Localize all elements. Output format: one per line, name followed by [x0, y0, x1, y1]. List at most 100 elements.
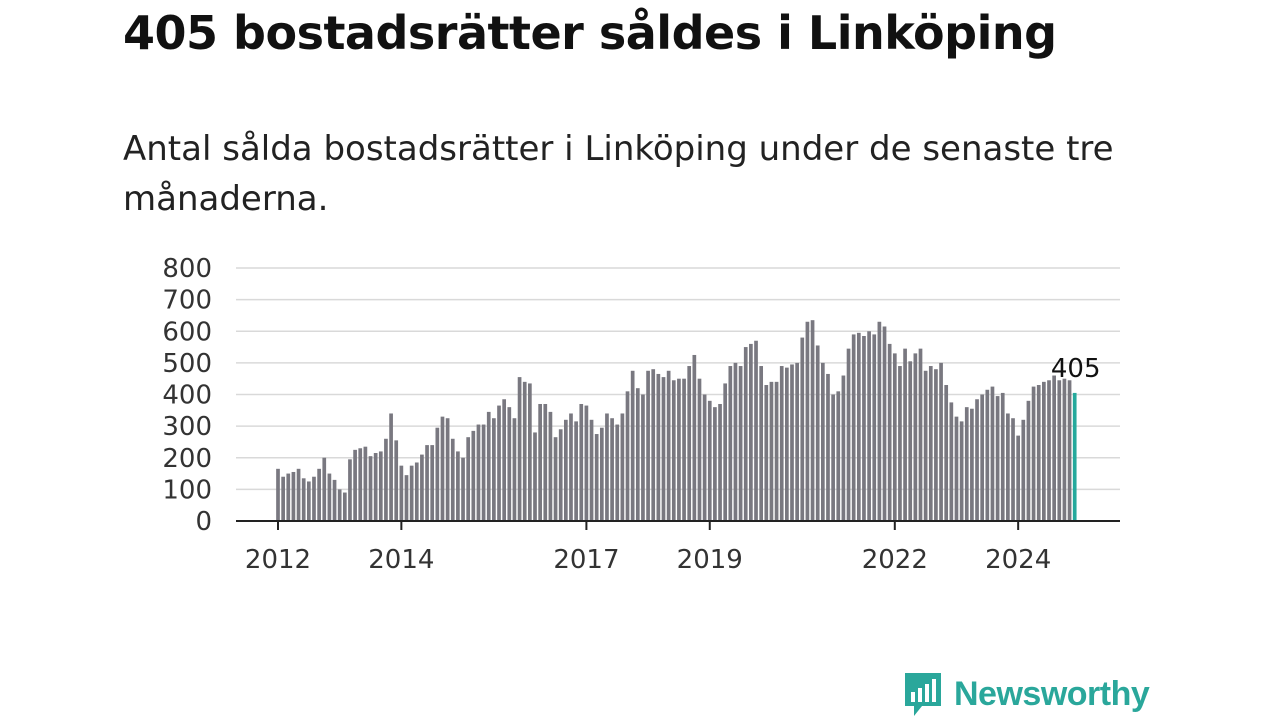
bar [317, 468, 321, 521]
bar [918, 348, 923, 521]
bar [692, 354, 697, 521]
bar [558, 429, 563, 521]
bar [286, 473, 291, 521]
bar [892, 353, 897, 521]
bar [1057, 380, 1062, 521]
bar [358, 448, 363, 521]
bar [1016, 435, 1021, 521]
bar [836, 391, 841, 521]
bar [790, 364, 794, 521]
bar [779, 366, 784, 521]
bar [342, 492, 347, 521]
bar [1031, 386, 1036, 521]
bar-latest [1072, 392, 1077, 521]
bar [533, 432, 537, 521]
bar [543, 403, 548, 521]
bar [666, 370, 671, 521]
bar [1011, 418, 1015, 521]
bar [882, 326, 887, 521]
bar [445, 418, 450, 521]
bar [964, 407, 969, 521]
bar [574, 421, 578, 521]
bar [728, 366, 733, 521]
bar [497, 405, 501, 521]
bar [764, 385, 769, 521]
bar [661, 377, 666, 521]
bar [651, 369, 656, 521]
bar [995, 396, 1000, 521]
bar [548, 411, 553, 521]
x-tick-label: 2024 [985, 545, 1051, 575]
bar [466, 437, 471, 521]
bar [856, 332, 861, 521]
bar [944, 385, 949, 521]
bar [718, 403, 722, 521]
y-tick-label: 500 [162, 349, 212, 379]
bar [605, 413, 609, 521]
bar [1052, 375, 1056, 521]
bar [826, 373, 830, 521]
bar [579, 403, 584, 521]
bar [502, 399, 507, 521]
bar [939, 362, 943, 521]
bar [420, 454, 424, 521]
bar [425, 445, 429, 521]
bar [877, 321, 882, 521]
bar [923, 370, 928, 521]
chart-title: 405 bostadsrätter såldes i Linköping [123, 6, 1057, 60]
bar [512, 418, 517, 521]
bar [872, 334, 877, 521]
bar [841, 375, 846, 521]
bar [363, 446, 368, 521]
bar [404, 475, 409, 521]
bar [671, 380, 676, 521]
bar [749, 343, 753, 521]
bar [738, 366, 743, 521]
bar [348, 459, 352, 521]
bar [1047, 380, 1051, 521]
bar [913, 353, 918, 521]
bar [713, 407, 717, 521]
bar [599, 427, 604, 521]
bar [630, 370, 635, 521]
bar [281, 476, 285, 521]
bar [589, 419, 594, 521]
bar [306, 481, 311, 521]
bar [569, 413, 573, 521]
bar [815, 345, 820, 521]
bar [820, 362, 825, 521]
x-tick-label: 2014 [368, 545, 434, 575]
bar [430, 445, 435, 521]
bar [707, 400, 712, 521]
bar [805, 321, 810, 521]
bar [414, 462, 419, 521]
bar [831, 394, 835, 521]
bar [810, 320, 815, 521]
bar [553, 437, 558, 521]
bar [517, 377, 522, 521]
bar [435, 427, 440, 521]
bar [723, 383, 728, 521]
bar [620, 413, 625, 521]
bar [389, 413, 393, 521]
bar [538, 403, 542, 521]
bar [409, 465, 414, 521]
bar [301, 478, 306, 521]
bar [800, 337, 805, 521]
bar [291, 471, 296, 521]
bar [702, 394, 707, 521]
bar [337, 489, 342, 521]
x-tick-label: 2022 [862, 545, 928, 575]
bar [322, 457, 327, 521]
chart-subtitle: Antal sålda bostadsrätter i Linköping un… [123, 129, 1114, 219]
bar [1062, 378, 1067, 521]
bar [646, 370, 650, 521]
bar [461, 457, 465, 521]
bar [759, 366, 764, 521]
bar [970, 408, 974, 521]
bar [312, 476, 316, 521]
bar [975, 399, 979, 521]
bar [733, 362, 738, 521]
bar [934, 369, 938, 521]
